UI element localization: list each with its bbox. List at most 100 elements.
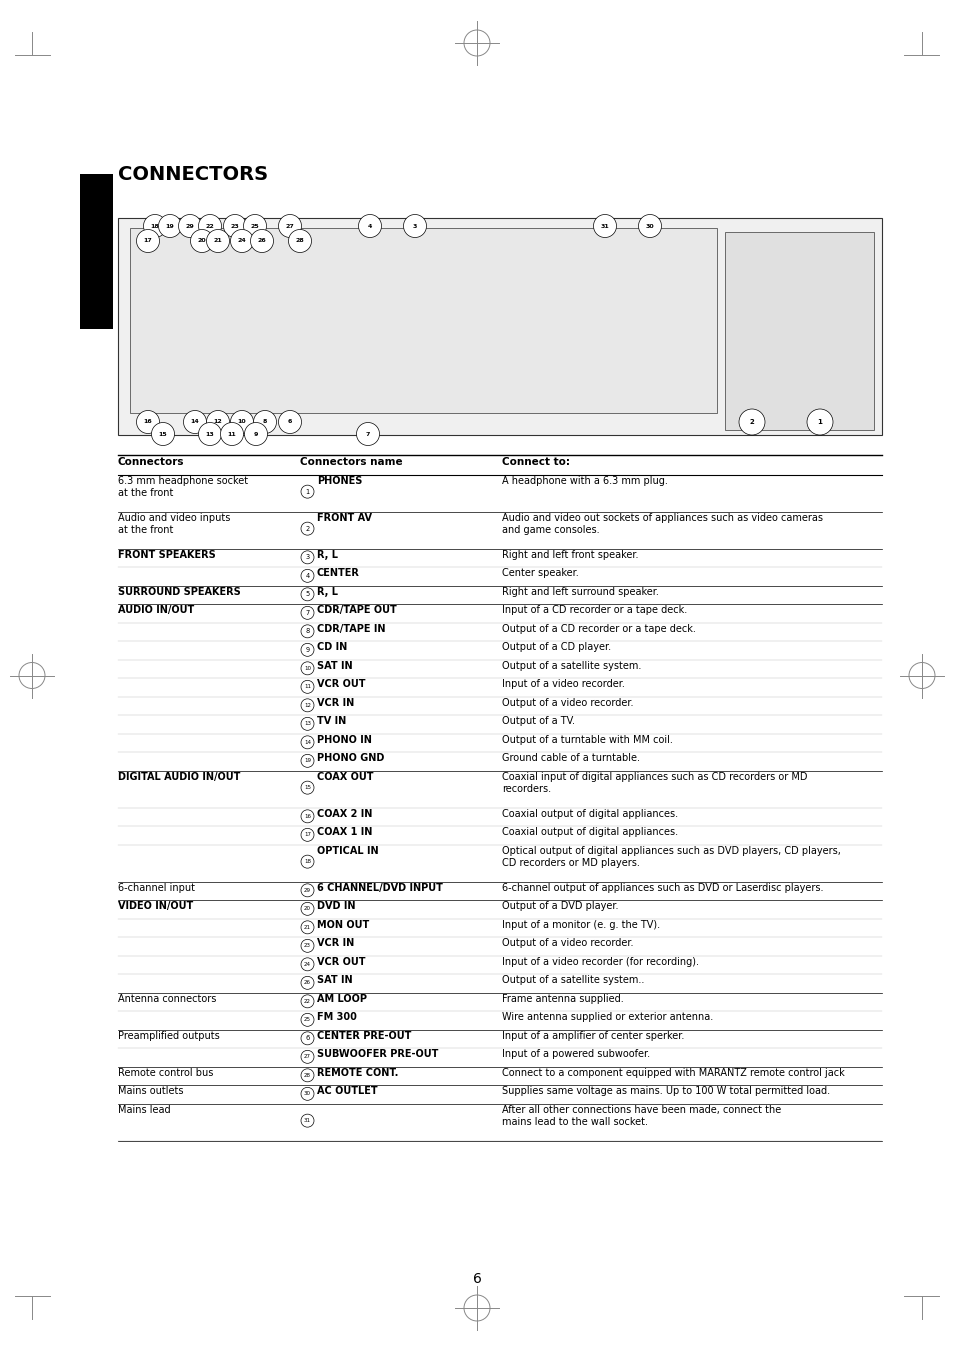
Bar [80,174,112,330]
Text: 30: 30 [304,1092,311,1096]
Text: TV IN: TV IN [316,716,346,727]
Text: Optical output of digital appliances such as DVD players, CD players,
CD recorde: Optical output of digital appliances suc… [501,846,840,869]
Text: 8: 8 [262,420,267,424]
Text: VCR OUT: VCR OUT [316,680,365,689]
Circle shape [301,921,314,934]
Text: Wire antenna supplied or exterior antenna.: Wire antenna supplied or exterior antenn… [501,1012,713,1023]
Text: 16: 16 [304,813,311,819]
Circle shape [301,828,314,842]
Circle shape [301,624,314,638]
Circle shape [178,215,201,238]
Text: 20: 20 [304,907,311,912]
Circle shape [183,411,206,434]
Text: Output of a video recorder.: Output of a video recorder. [501,698,633,708]
Text: 31: 31 [304,1119,311,1123]
Circle shape [206,411,230,434]
Circle shape [301,717,314,731]
Text: Frame antenna supplied.: Frame antenna supplied. [501,994,623,1004]
Circle shape [220,423,243,446]
Text: 14: 14 [191,420,199,424]
Text: 19: 19 [166,223,174,228]
Circle shape [356,423,379,446]
Text: Coaxial output of digital appliances.: Coaxial output of digital appliances. [501,828,678,838]
Text: After all other connections have been made, connect the
mains lead to the wall s: After all other connections have been ma… [501,1105,781,1127]
Circle shape [231,230,253,253]
Text: 9: 9 [305,647,309,653]
Text: CONNECTORS: CONNECTORS [118,165,268,184]
Text: 18: 18 [304,859,311,865]
Text: 3: 3 [305,554,309,561]
Circle shape [231,411,253,434]
Text: 25: 25 [251,223,259,228]
Circle shape [301,1050,314,1063]
Text: 6: 6 [288,420,292,424]
Text: Coaxial input of digital appliances such as CD recorders or MD
recorders.: Coaxial input of digital appliances such… [501,771,806,794]
Circle shape [301,736,314,748]
Text: 1: 1 [305,489,309,494]
Text: Output of a DVD player.: Output of a DVD player. [501,901,618,912]
Text: Connectors: Connectors [118,457,184,467]
Circle shape [301,521,314,535]
Text: AUDIO IN/OUT: AUDIO IN/OUT [118,605,194,616]
Text: Output of a CD player.: Output of a CD player. [501,643,611,653]
Circle shape [244,423,267,446]
Circle shape [593,215,616,238]
Circle shape [301,902,314,916]
Circle shape [806,409,832,435]
Bar [130,228,717,413]
Text: 7: 7 [365,431,370,436]
Text: 31: 31 [600,223,609,228]
Text: A headphone with a 6.3 mm plug.: A headphone with a 6.3 mm plug. [501,476,667,486]
Text: 17: 17 [144,239,152,243]
Circle shape [301,939,314,952]
Circle shape [301,485,314,499]
Text: 26: 26 [257,239,266,243]
Text: VCR IN: VCR IN [316,698,354,708]
Text: 7: 7 [305,609,310,616]
Circle shape [198,215,221,238]
Circle shape [158,215,181,238]
Text: Audio and video out sockets of appliances such as video cameras
and game console: Audio and video out sockets of appliance… [501,513,822,535]
Text: 4: 4 [305,573,310,578]
Circle shape [301,1069,314,1082]
Circle shape [206,230,230,253]
Text: VCR OUT: VCR OUT [316,957,365,967]
Text: VIDEO IN/OUT: VIDEO IN/OUT [118,901,193,912]
Text: 6.3 mm headphone socket
at the front: 6.3 mm headphone socket at the front [118,476,248,499]
Text: 10: 10 [304,666,311,671]
Circle shape [301,884,314,897]
Text: 27: 27 [285,223,294,228]
Text: 5: 5 [305,592,310,597]
Text: 29: 29 [304,888,311,893]
Text: 6-channel input: 6-channel input [118,884,194,893]
Text: 3: 3 [413,223,416,228]
Circle shape [278,411,301,434]
Text: Coaxial output of digital appliances.: Coaxial output of digital appliances. [501,809,678,819]
Text: VCR IN: VCR IN [316,939,354,948]
Text: Input of a amplifier of center sperker.: Input of a amplifier of center sperker. [501,1031,683,1042]
Text: CENTER: CENTER [316,569,359,578]
Text: 21: 21 [304,925,311,929]
Text: COAX 1 IN: COAX 1 IN [316,828,372,838]
Circle shape [301,855,314,869]
Circle shape [143,215,167,238]
Text: MON OUT: MON OUT [316,920,369,929]
Circle shape [301,994,314,1008]
Text: Output of a video recorder.: Output of a video recorder. [501,939,633,948]
Text: R, L: R, L [316,550,337,561]
Circle shape [278,215,301,238]
Text: 15: 15 [158,431,167,436]
Circle shape [136,411,159,434]
Bar [724,232,873,430]
Text: SAT IN: SAT IN [316,661,353,671]
Text: Input of a powered subwoofer.: Input of a powered subwoofer. [501,1050,649,1059]
Text: DVD IN: DVD IN [316,901,355,912]
Text: Input of a CD recorder or a tape deck.: Input of a CD recorder or a tape deck. [501,605,686,616]
Circle shape [301,977,314,989]
Circle shape [301,754,314,767]
Text: REMOTE CONT.: REMOTE CONT. [316,1069,398,1078]
Text: Center speaker.: Center speaker. [501,569,578,578]
Text: Input of a video recorder (for recording).: Input of a video recorder (for recording… [501,957,699,967]
Text: 13: 13 [304,721,311,727]
Text: Output of a satellite system.: Output of a satellite system. [501,661,640,671]
